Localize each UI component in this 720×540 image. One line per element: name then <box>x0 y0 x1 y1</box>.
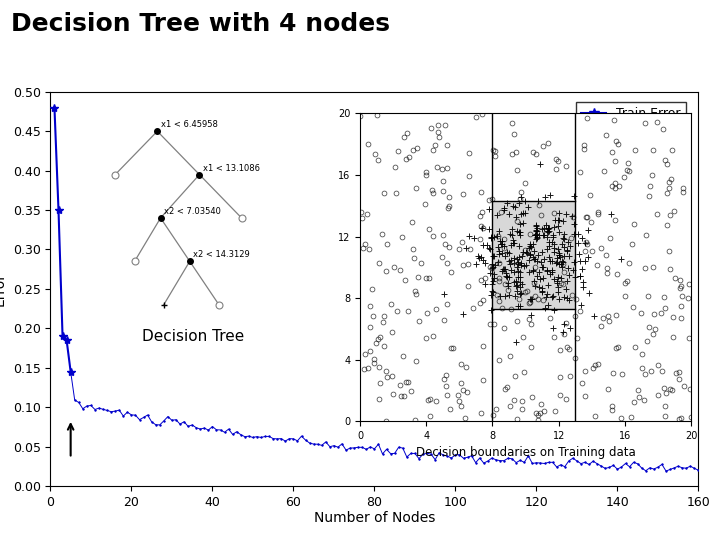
Text: Decision Tree with 4 nodes: Decision Tree with 4 nodes <box>11 12 390 36</box>
Text: Decision Tree: Decision Tree <box>142 329 244 343</box>
X-axis label: Decision boundaries on Training data: Decision boundaries on Training data <box>415 447 636 460</box>
Text: x1 < 6.45958: x1 < 6.45958 <box>161 120 217 129</box>
X-axis label: Number of Nodes: Number of Nodes <box>314 511 435 525</box>
Text: x2 < 14.3129: x2 < 14.3129 <box>193 251 250 259</box>
Text: x2 < 7.03540: x2 < 7.03540 <box>164 207 220 216</box>
Bar <box>492 201 575 309</box>
Text: x1 < 13.1086: x1 < 13.1086 <box>203 164 260 173</box>
Legend: Train Error: Train Error <box>576 102 685 125</box>
Y-axis label: Error: Error <box>0 272 7 306</box>
